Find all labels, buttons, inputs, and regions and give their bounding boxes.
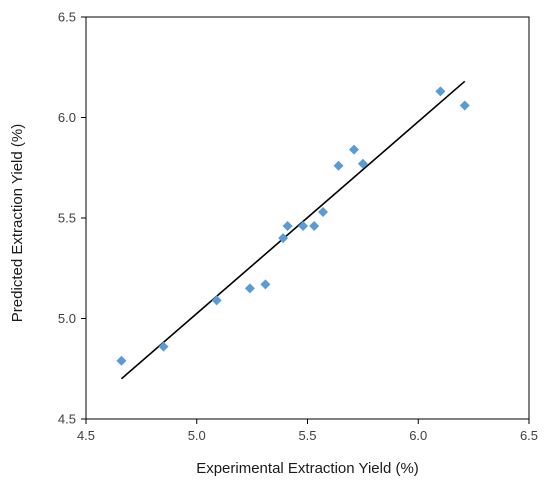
y-tick-label: 6.0 xyxy=(58,110,76,125)
y-tick-label: 5.5 xyxy=(58,211,76,226)
y-tick-label: 5.0 xyxy=(58,311,76,326)
data-point-marker xyxy=(298,221,309,232)
y-axis-tick-labels: 4.5 5.0 5.5 6.0 6.5 xyxy=(58,10,76,427)
y-tick-label: 4.5 xyxy=(58,412,76,427)
x-tick-label: 5.0 xyxy=(188,428,206,443)
data-points xyxy=(116,86,470,366)
data-point-marker xyxy=(459,100,470,111)
data-point-marker xyxy=(435,86,446,97)
data-point-marker xyxy=(349,144,360,155)
axis-ticks xyxy=(81,16,530,424)
data-point-marker xyxy=(318,206,329,217)
data-point-marker xyxy=(282,221,293,232)
data-point-marker xyxy=(211,295,222,306)
x-axis-tick-labels: 4.5 5.0 5.5 6.0 6.5 xyxy=(77,428,538,443)
x-axis-title: Experimental Extraction Yield (%) xyxy=(196,460,419,477)
data-point-marker xyxy=(116,355,127,366)
data-point-marker xyxy=(158,341,169,352)
data-point-marker xyxy=(333,160,344,171)
x-tick-label: 6.0 xyxy=(409,428,427,443)
data-point-marker xyxy=(278,233,289,244)
x-tick-label: 6.5 xyxy=(520,428,538,443)
regression-line xyxy=(120,80,466,380)
data-point-marker xyxy=(357,158,368,169)
x-tick-label: 5.5 xyxy=(298,428,316,443)
y-tick-label: 6.5 xyxy=(58,10,76,25)
data-point-marker xyxy=(260,279,271,290)
x-tick-label: 4.5 xyxy=(77,428,95,443)
data-point-marker xyxy=(244,283,255,294)
y-axis-title: Predicted Extraction Yield (%) xyxy=(9,124,26,322)
data-point-marker xyxy=(309,221,320,232)
